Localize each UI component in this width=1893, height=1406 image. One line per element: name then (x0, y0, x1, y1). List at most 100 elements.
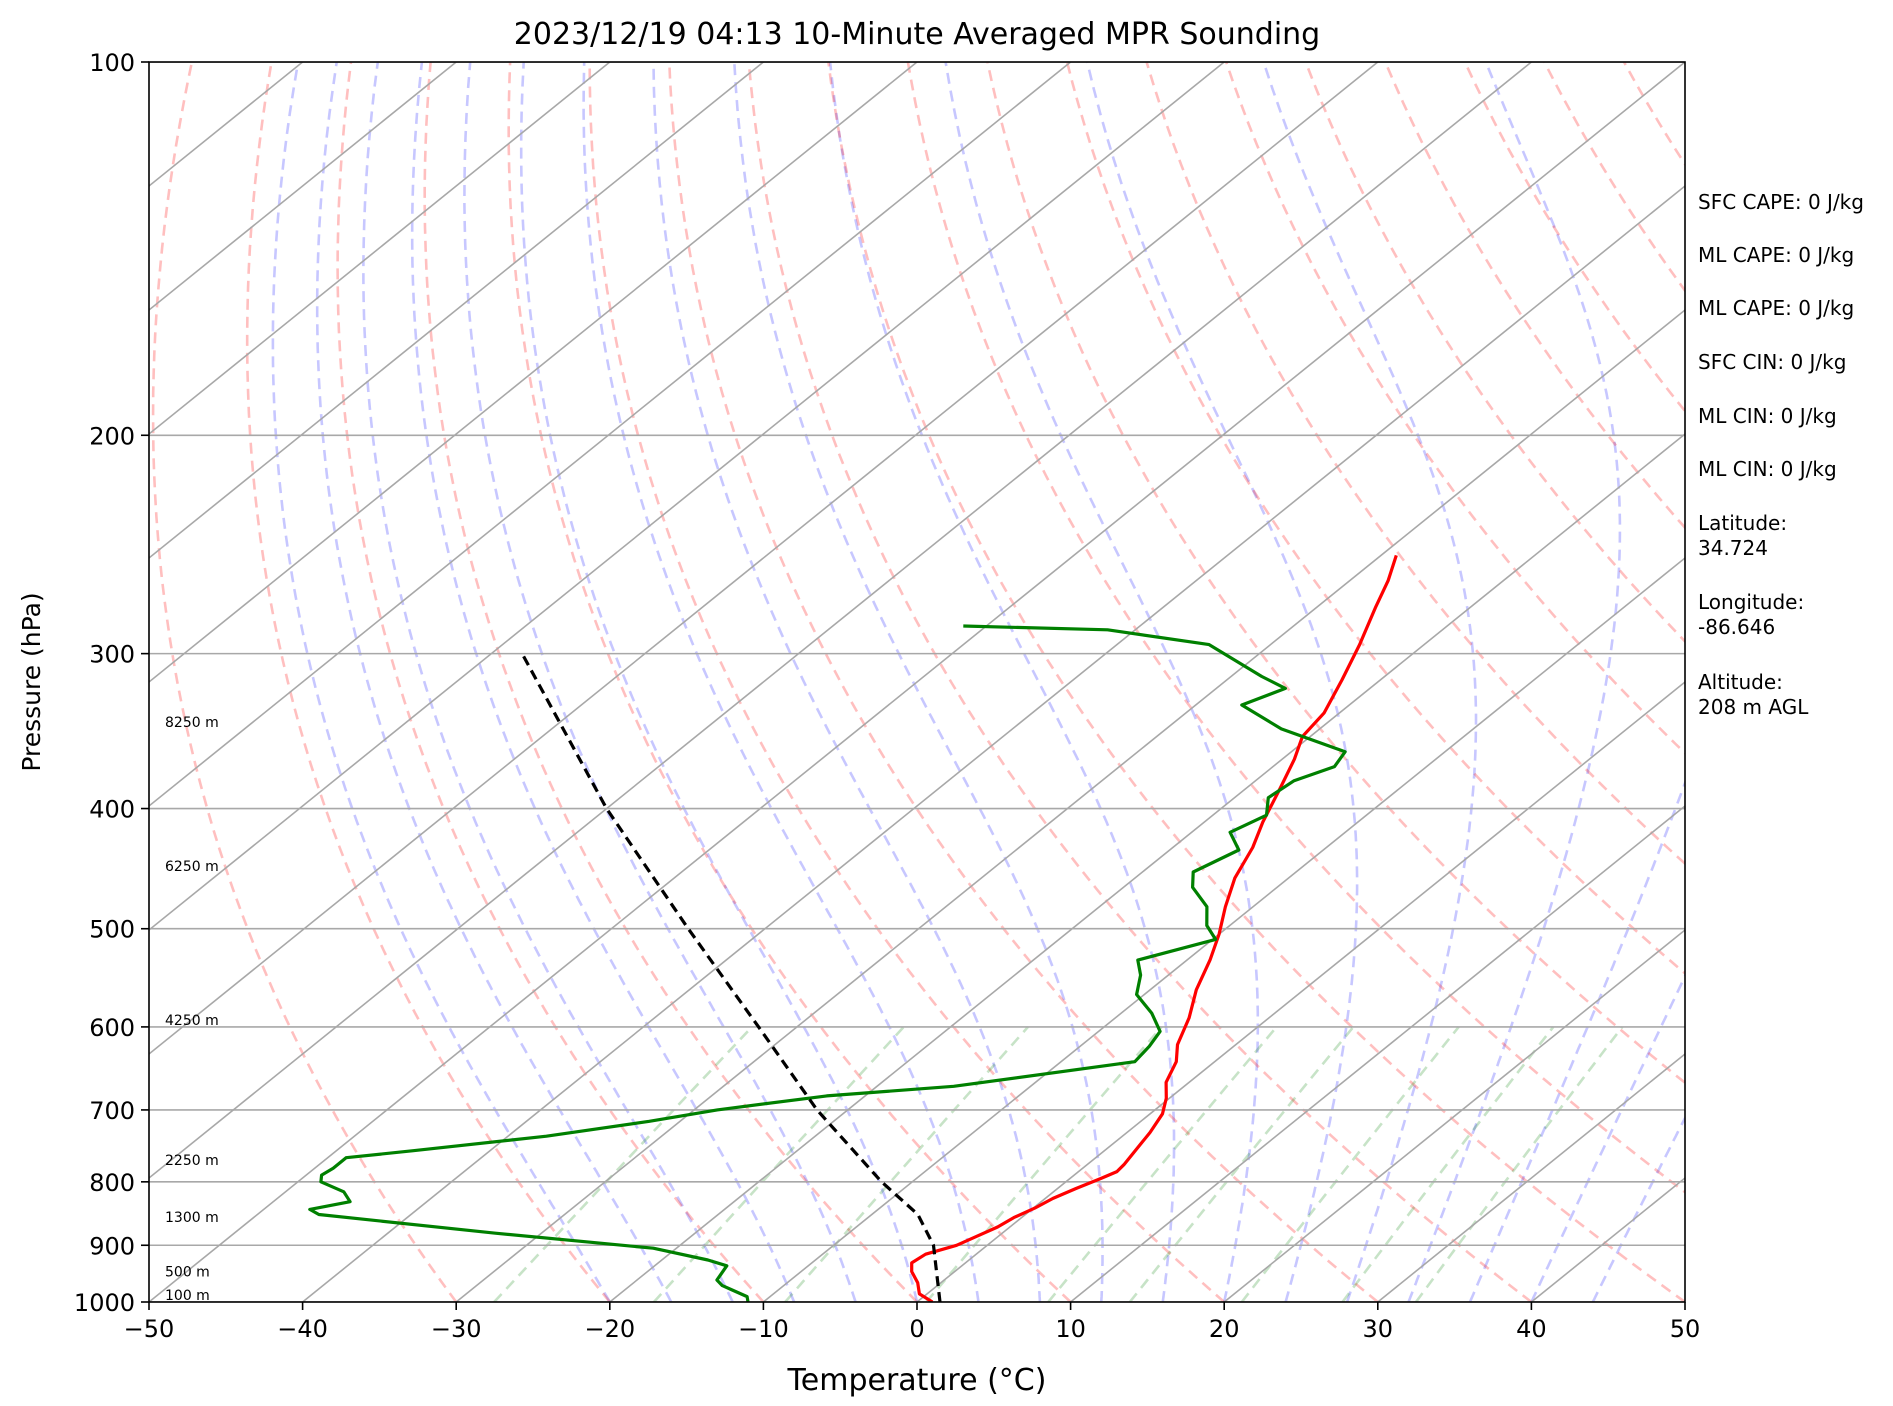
moist-adiabat (271, 62, 611, 1302)
isotherm-line (302, 184, 1685, 1302)
chart-title: 2023/12/19 04:13 10-Minute Averaged MPR … (514, 17, 1320, 52)
y-tick-label: 200 (89, 422, 135, 450)
x-tick-label: −30 (431, 1315, 482, 1343)
y-tick-label: 700 (89, 1097, 135, 1125)
isotherm-gridlines (149, 62, 1685, 1302)
y-tick-label: 100 (89, 49, 135, 77)
y-tick-label: 800 (89, 1169, 135, 1197)
dry-adiabat (588, 62, 1226, 1302)
height-label: 8250 m (165, 715, 219, 731)
dry-adiabat (1384, 62, 1685, 530)
moist-adiabat (410, 62, 796, 1302)
isotherm-line (1070, 804, 1685, 1302)
dry-adiabat (1304, 62, 1685, 644)
moist-adiabat (582, 62, 980, 1302)
x-tick-label: −50 (124, 1315, 175, 1343)
moist-adiabat (1262, 62, 1478, 1302)
isobar-gridlines (149, 62, 1685, 1302)
moist-adiabat (1530, 973, 1685, 1302)
dry-adiabat (423, 62, 918, 1302)
dry-adiabat (1065, 62, 1685, 976)
y-tick-label: 600 (89, 1014, 135, 1042)
isotherm-line (149, 62, 457, 312)
height-label: 6250 m (165, 859, 219, 875)
isotherm-line (609, 432, 1685, 1302)
y-tick-label: 400 (89, 796, 135, 824)
x-tick-label: 30 (1363, 1315, 1394, 1343)
moist-adiabat (362, 62, 734, 1302)
moist-adiabat (1085, 62, 1359, 1302)
isotherm-line (762, 556, 1685, 1302)
dry-adiabat (336, 62, 765, 1302)
dry-adiabat (1224, 62, 1685, 755)
dry-adiabat (906, 62, 1685, 1194)
mixing-ratio-line (652, 1026, 905, 1302)
x-tick-label: 20 (1209, 1315, 1240, 1343)
dry-adiabat (986, 62, 1685, 1085)
isotherm-line (149, 62, 1379, 1056)
isotherm-line (916, 680, 1685, 1302)
moist-adiabat (1468, 779, 1685, 1302)
y-axis-ticks: 1000 900 800 700 600 500 400 300 200 100 (74, 49, 149, 1317)
x-tick-label: 50 (1670, 1315, 1701, 1343)
isotherm-line (149, 62, 1225, 932)
dry-adiabat (245, 62, 611, 1302)
isotherm-line (1377, 1052, 1685, 1302)
moist-adiabat (1407, 62, 1622, 1302)
info-ml-cin-2: ML CIN: 0 J/kg (1698, 457, 1837, 481)
moist-adiabat (315, 62, 673, 1302)
moist-adiabat (1591, 1115, 1685, 1302)
info-latitude: Latitude: 34.724 (1698, 511, 1788, 560)
info-longitude: Longitude: -86.646 (1698, 590, 1805, 639)
y-axis-label: Pressure (hPa) (17, 592, 46, 771)
x-tick-label: −40 (277, 1315, 328, 1343)
dry-adiabat (1145, 62, 1685, 866)
x-axis-label: Temperature (°C) (787, 1363, 1047, 1398)
info-sfc-cape: SFC CAPE: 0 J/kg (1698, 190, 1864, 214)
dewpoint-line (308, 624, 1347, 1302)
height-label: 500 m (165, 1264, 210, 1280)
x-tick-label: 10 (1055, 1315, 1086, 1343)
moist-adiabat (519, 62, 919, 1302)
height-label: 1300 m (165, 1210, 219, 1226)
dry-adiabat (668, 62, 1379, 1302)
height-label: 4250 m (165, 1013, 219, 1029)
moist-adiabat (733, 62, 1104, 1302)
x-axis-ticks: −50 −40 −30 −20 −10 0 10 20 30 40 50 (124, 1302, 1701, 1343)
isotherm-line (149, 62, 1685, 1302)
parcel-line (520, 652, 942, 1302)
info-altitude: Altitude: 208 m AGL (1698, 670, 1809, 719)
x-tick-label: −20 (584, 1315, 635, 1343)
dry-adiabat (747, 62, 1533, 1302)
info-ml-cin: ML CIN: 0 J/kg (1698, 404, 1837, 428)
y-tick-label: 900 (89, 1232, 135, 1260)
isotherm-line (1223, 928, 1685, 1302)
moist-adiabats (271, 62, 1685, 1302)
isotherm-line (149, 62, 764, 560)
dry-adiabats (151, 62, 1685, 1302)
plot-area (149, 62, 1685, 1302)
moist-adiabat (652, 62, 1042, 1302)
info-sfc-cin: SFC CIN: 0 J/kg (1698, 350, 1847, 374)
info-ml-cape: ML CAPE: 0 J/kg (1698, 243, 1855, 267)
sounding-series (308, 554, 1398, 1302)
isotherm-line (149, 62, 1072, 808)
isotherm-line (149, 62, 611, 436)
info-ml-cape-2: ML CAPE: 0 J/kg (1698, 296, 1855, 320)
dry-adiabat (151, 62, 458, 1302)
x-tick-label: 0 (909, 1315, 924, 1343)
y-tick-label: 500 (89, 916, 135, 944)
x-tick-label: −10 (738, 1315, 789, 1343)
moist-adiabat (463, 62, 857, 1302)
isotherm-line (149, 62, 918, 684)
dry-adiabat (827, 62, 1685, 1302)
y-tick-label: 1000 (74, 1289, 135, 1317)
height-label: 100 m (165, 1288, 210, 1304)
isotherm-line (455, 308, 1685, 1302)
x-tick-label: 40 (1516, 1315, 1547, 1343)
isotherm-line (149, 62, 1532, 1180)
height-labels: 100 m 500 m 1300 m 2250 m 4250 m 6250 m 8250 m (165, 715, 219, 1304)
moist-adiabat (944, 62, 1260, 1302)
height-label: 2250 m (165, 1153, 219, 1169)
